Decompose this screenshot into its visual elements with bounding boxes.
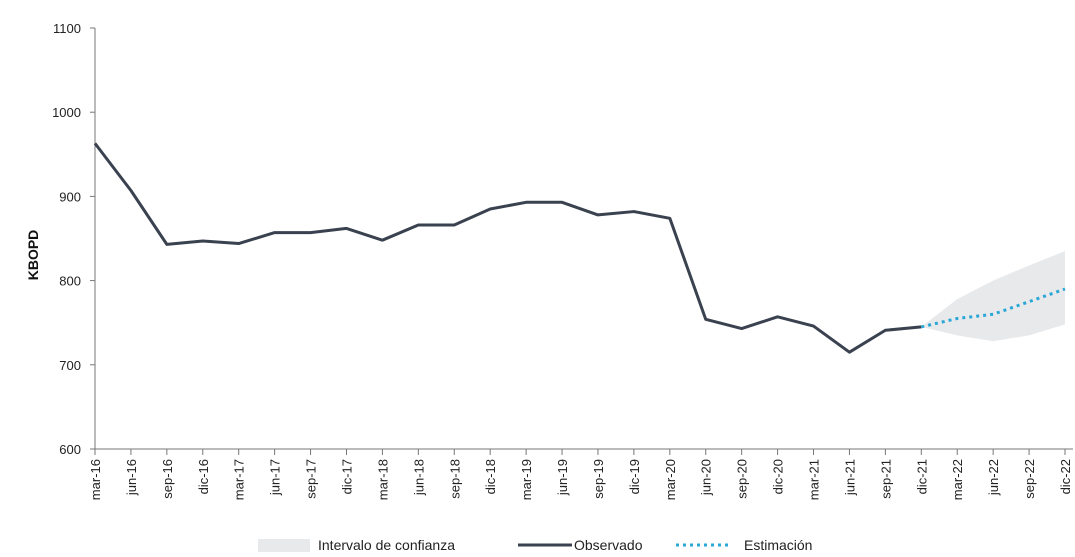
x-tick-label: dic-18 [483, 459, 498, 494]
y-axis-title: KBOPD [25, 230, 41, 281]
x-tick-label: mar-18 [375, 459, 390, 500]
legend-label-estimacion: Estimación [744, 537, 812, 553]
x-tick-label: jun-20 [699, 459, 714, 496]
legend-label-confidence-interval: Intervalo de confianza [318, 537, 455, 553]
y-axis-ticks: 600 700 800 900 1000 1100 [52, 21, 95, 457]
x-tick-label: dic-19 [627, 459, 642, 494]
x-tick-label: dic-21 [914, 459, 929, 494]
series-layer [93, 142, 1066, 354]
y-tick-label: 1100 [53, 21, 81, 36]
x-tick-label: jun-22 [986, 459, 1001, 496]
x-tick-label: jun-18 [411, 459, 426, 496]
legend: Intervalo de confianza Observado Estimació… [258, 537, 812, 553]
x-tick-label: jun-19 [555, 459, 570, 496]
y-tick-label: 700 [59, 358, 81, 373]
x-tick-label: mar-20 [663, 459, 678, 500]
y-tick-label: 1000 [52, 105, 81, 120]
x-axis-ticks: mar-16 jun-16 sep-16 dic-16 mar-17 jun-17 sep-… [88, 449, 1073, 500]
x-tick-label: jun-16 [124, 459, 139, 496]
x-tick-label: sep-22 [1022, 459, 1037, 499]
x-tick-label: sep-16 [160, 459, 175, 499]
x-tick-label: sep-20 [735, 459, 750, 499]
x-tick-label: mar-19 [519, 459, 534, 500]
x-tick-label: dic-16 [196, 459, 211, 494]
x-tick-label: dic-20 [771, 459, 786, 494]
x-tick-label: sep-18 [447, 459, 462, 499]
legend-label-observado: Observado [574, 537, 643, 553]
x-tick-label: sep-19 [591, 459, 606, 499]
x-tick-label: mar-17 [232, 459, 247, 500]
series-line-observado [93, 142, 922, 354]
x-tick-label: mar-21 [807, 459, 822, 500]
x-tick-label: jun-21 [842, 459, 857, 496]
x-tick-label: sep-21 [878, 459, 893, 499]
y-tick-label: 900 [59, 189, 81, 204]
x-tick-label: mar-22 [950, 459, 965, 500]
x-tick-label: dic-22 [1058, 459, 1073, 494]
y-tick-label: 600 [59, 442, 81, 457]
legend-swatch-confidence-interval [258, 539, 310, 552]
x-tick-label: mar-16 [88, 459, 103, 500]
y-tick-label: 800 [59, 274, 81, 289]
x-tick-label: dic-17 [339, 459, 354, 494]
x-tick-label: sep-17 [304, 459, 319, 499]
x-tick-label: jun-17 [268, 459, 283, 496]
